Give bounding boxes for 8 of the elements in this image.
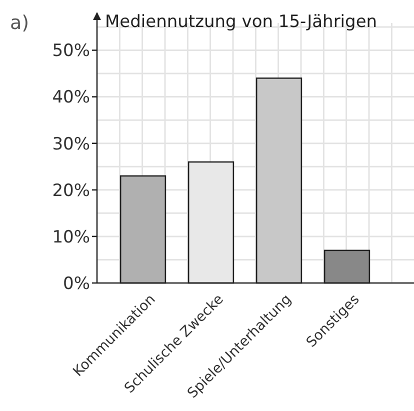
chart-title: Mediennutzung von 15-Jährigen xyxy=(105,12,378,32)
y-tick-label: 50% xyxy=(52,41,90,62)
text: a) xyxy=(10,12,30,34)
y-tick-label: 0% xyxy=(63,274,90,294)
y-tick-label: 20% xyxy=(52,180,90,201)
y-tick-label: 40% xyxy=(52,88,90,108)
y-tick-label: 10% xyxy=(52,227,90,248)
y-tick-label: 30% xyxy=(52,134,90,154)
